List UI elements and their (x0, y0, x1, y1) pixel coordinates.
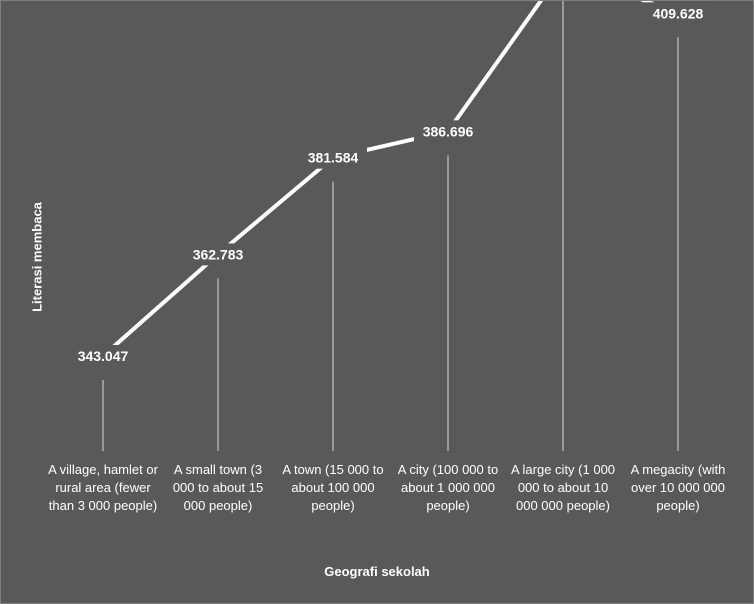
category-label: A small town (3 000 to about 15 000 peop… (172, 462, 264, 513)
category-label: A megacity (with over 10 000 000 people) (630, 462, 726, 513)
svg-text:362.783: 362.783 (193, 246, 244, 262)
data-label: 343.047 (69, 345, 137, 367)
svg-text:409.628: 409.628 (653, 5, 704, 21)
data-label: 362.783 (184, 243, 252, 266)
category-label: A town (15 000 to about 100 000 people) (282, 462, 384, 513)
svg-text:343.047: 343.047 (78, 348, 129, 364)
category-label: A village, hamlet or rural area (fewer t… (48, 462, 158, 513)
data-label: 409.628 (644, 2, 712, 25)
category-label: A city (100 000 to about 1 000 000 peopl… (397, 462, 499, 513)
series-line (101, 1, 679, 358)
category-label: A large city (1 000 000 to about 10 000 … (510, 462, 616, 513)
y-axis-title: Literasi membaca (29, 202, 45, 312)
svg-text:381.584: 381.584 (308, 150, 359, 166)
x-axis-title: Geografi sekolah (324, 564, 430, 579)
data-label: 386.696 (414, 120, 482, 143)
svg-text:386.696: 386.696 (423, 123, 474, 139)
data-label: 381.584 (299, 146, 367, 169)
